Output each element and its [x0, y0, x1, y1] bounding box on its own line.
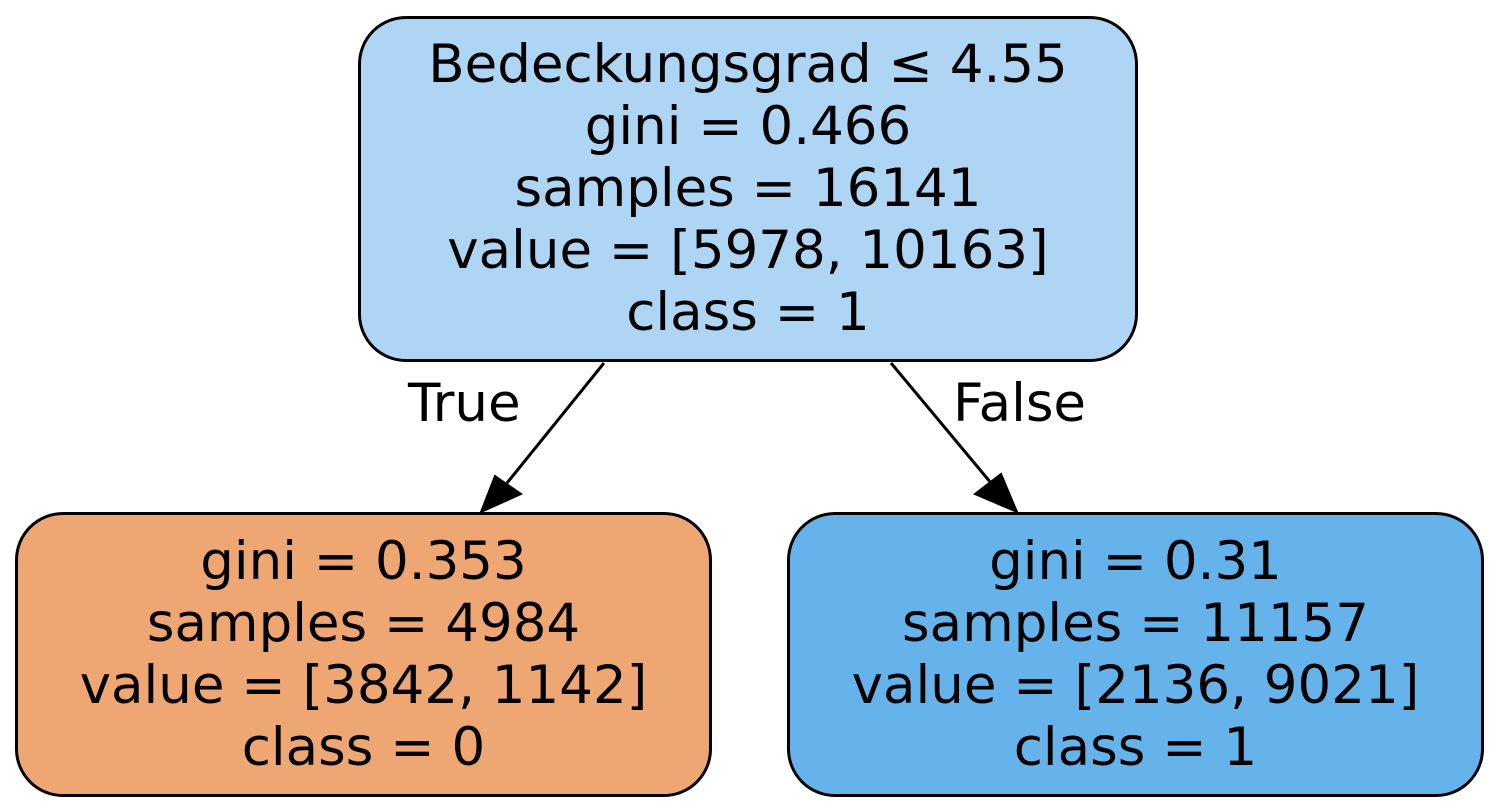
left-value: value = [3842, 1142] [79, 654, 648, 716]
right-gini: gini = 0.31 [989, 530, 1282, 592]
root-split-condition: Bedeckungsgrad ≤ 4.55 [428, 34, 1068, 95]
edge-label-true: True [408, 373, 521, 434]
root-class: class = 1 [626, 282, 870, 343]
left-samples: samples = 4984 [146, 592, 581, 654]
arrowhead-false [973, 472, 1019, 514]
root-node: Bedeckungsgrad ≤ 4.55 gini = 0.466 sampl… [358, 16, 1138, 362]
edge-label-false: False [953, 373, 1087, 434]
edge-true [479, 362, 606, 514]
right-samples: samples = 11157 [901, 592, 1369, 654]
root-value: value = [5978, 10163] [447, 220, 1049, 281]
right-leaf-node: gini = 0.31 samples = 11157 value = [213… [787, 512, 1484, 797]
arrowhead-true [479, 474, 524, 514]
edge-false [889, 362, 1019, 514]
right-value: value = [2136, 9021] [851, 654, 1420, 716]
right-class: class = 1 [1013, 716, 1258, 778]
left-class: class = 0 [241, 716, 486, 778]
root-gini: gini = 0.466 [584, 96, 912, 157]
root-samples: samples = 16141 [514, 158, 982, 219]
left-gini: gini = 0.353 [200, 530, 527, 592]
left-leaf-node: gini = 0.353 samples = 4984 value = [384… [15, 512, 712, 797]
